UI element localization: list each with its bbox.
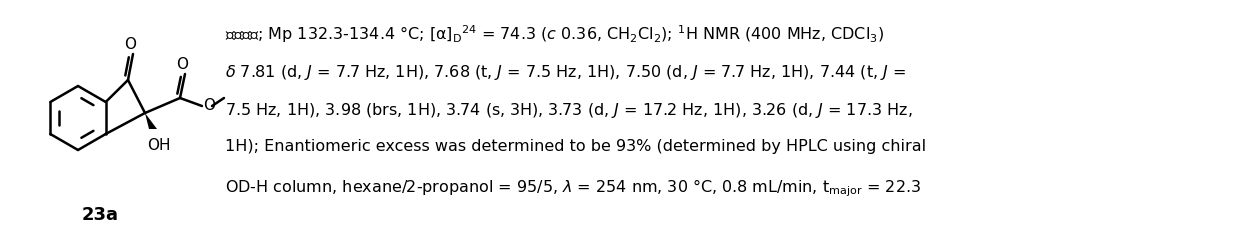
Text: O: O — [176, 57, 188, 72]
Text: 23a: 23a — [82, 206, 119, 224]
Text: 7.5 Hz, 1H), 3.98 (brs, 1H), 3.74 (s, 3H), 3.73 (d, $J$ = 17.2 Hz, 1H), 3.26 (d,: 7.5 Hz, 1H), 3.98 (brs, 1H), 3.74 (s, 3H… — [224, 101, 913, 120]
Text: O: O — [203, 99, 215, 114]
Text: 白色固体; Mp 132.3-134.4 °C; [α]$_{\mathrm{D}}$$^{24}$ = 74.3 ($c$ 0.36, CH$_{2}$Cl$: 白色固体; Mp 132.3-134.4 °C; [α]$_{\mathrm{D… — [224, 23, 884, 45]
Text: $\delta$ 7.81 (d, $J$ = 7.7 Hz, 1H), 7.68 (t, $J$ = 7.5 Hz, 1H), 7.50 (d, $J$ = : $\delta$ 7.81 (d, $J$ = 7.7 Hz, 1H), 7.6… — [224, 63, 906, 82]
Text: O: O — [124, 37, 136, 52]
Text: OD-H column, hexane/2-propanol = 95/5, $\lambda$ = 254 nm, 30 °C, 0.8 mL/min, t$: OD-H column, hexane/2-propanol = 95/5, $… — [224, 177, 921, 198]
Text: 1H); Enantiomeric excess was determined to be 93% (determined by HPLC using chir: 1H); Enantiomeric excess was determined … — [224, 139, 926, 154]
Polygon shape — [145, 113, 157, 129]
Text: OH: OH — [148, 138, 171, 153]
